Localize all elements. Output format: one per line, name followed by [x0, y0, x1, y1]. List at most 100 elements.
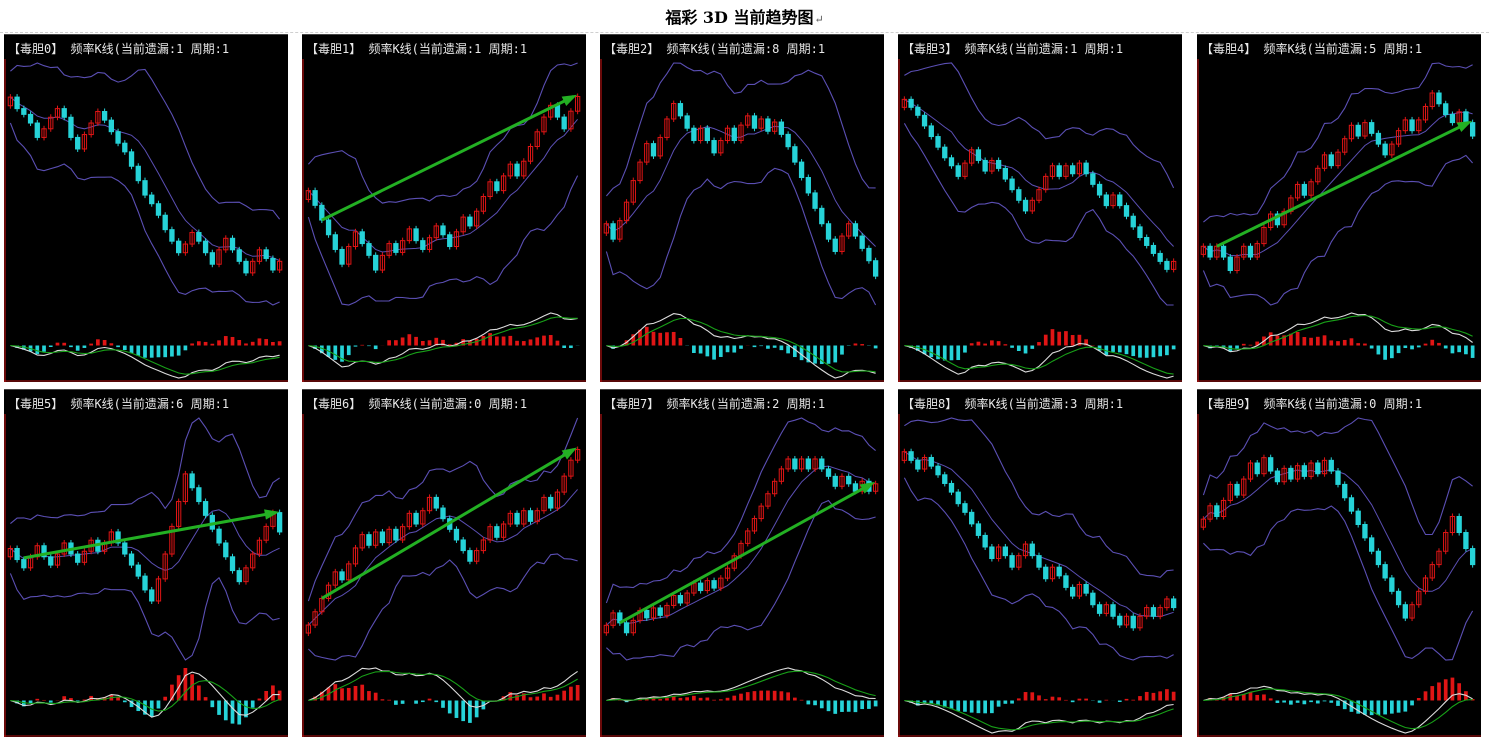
candle	[1170, 598, 1177, 609]
candle	[406, 512, 412, 528]
candle	[1443, 103, 1449, 116]
candle	[1029, 543, 1035, 557]
panel-name: 【毒胆2】	[604, 42, 660, 56]
candle	[1164, 598, 1170, 609]
candle	[1009, 178, 1015, 191]
panel-name: 【毒胆4】	[1201, 42, 1257, 56]
panel-prefix: 频率K线(当前遗漏:	[957, 397, 1071, 411]
candle	[1281, 210, 1287, 226]
macd-dea-line	[1203, 314, 1473, 350]
candle	[1362, 122, 1368, 137]
candle	[182, 473, 189, 503]
macd-dea-line	[10, 344, 280, 375]
candle	[995, 546, 1002, 560]
candle	[514, 163, 520, 177]
candle	[426, 237, 433, 250]
lower-band	[1203, 505, 1474, 661]
candle	[480, 539, 487, 552]
candle	[541, 116, 547, 133]
candle	[128, 553, 135, 566]
panel-period: 周期:1	[481, 397, 528, 411]
candlestick-chart	[302, 414, 586, 737]
candle	[1200, 518, 1207, 528]
candle	[325, 219, 332, 236]
candle	[724, 567, 731, 579]
candle	[765, 118, 771, 132]
candle	[657, 607, 663, 616]
candle	[319, 204, 325, 221]
candle	[270, 257, 276, 271]
candle	[534, 131, 540, 148]
lower-band	[9, 122, 280, 306]
candle	[474, 550, 480, 562]
candle	[969, 511, 975, 525]
candle	[305, 190, 312, 200]
candle	[812, 192, 818, 209]
upper-band	[605, 417, 876, 604]
candle	[21, 108, 27, 115]
candle	[928, 125, 934, 138]
candlestick-chart	[600, 414, 884, 737]
upper-band	[10, 62, 281, 220]
candle	[852, 223, 859, 237]
candle	[276, 260, 283, 271]
lower-band	[606, 499, 876, 661]
candle	[677, 595, 684, 604]
candle	[1429, 564, 1435, 579]
candle	[697, 582, 704, 592]
trend-panel: 【毒胆5】 频率K线(当前遗漏:6 周期:1	[4, 389, 288, 737]
candle	[332, 234, 338, 250]
candle	[798, 161, 805, 179]
panel-name: 【毒胆3】	[902, 42, 958, 56]
candle	[527, 510, 534, 522]
macd-dif-line	[10, 344, 280, 379]
macd-dea-line	[308, 316, 578, 363]
candle	[1241, 245, 1247, 258]
candle	[162, 214, 168, 231]
candle	[359, 231, 365, 245]
upper-band	[1202, 417, 1473, 536]
lower-band	[903, 477, 1174, 661]
candle	[1268, 457, 1274, 472]
candle	[500, 523, 507, 538]
macd-dif-line	[308, 667, 578, 708]
candle	[568, 110, 574, 130]
candle	[379, 531, 386, 544]
candle	[1328, 459, 1334, 472]
candle	[276, 512, 283, 533]
candle	[420, 510, 426, 525]
candle	[346, 563, 352, 581]
candle	[1070, 165, 1076, 175]
candle	[785, 133, 791, 148]
candle	[568, 459, 574, 477]
candle	[1234, 483, 1240, 496]
trend-arrow-head	[1456, 120, 1473, 133]
candle	[1043, 175, 1049, 191]
candle	[68, 116, 74, 138]
candle	[921, 114, 928, 127]
candle	[1164, 260, 1170, 270]
candle	[677, 103, 684, 117]
panel-title: 【毒胆1】 频率K线(当前遗漏:1 周期:1	[306, 40, 527, 56]
candle	[1043, 566, 1049, 580]
macd-dea-line	[10, 680, 280, 712]
candle	[263, 249, 269, 259]
candle	[1449, 515, 1456, 534]
candle	[48, 116, 54, 130]
candle	[825, 468, 832, 477]
panel-name: 【毒胆9】	[1201, 397, 1257, 411]
lower-band	[605, 167, 877, 306]
panel-title: 【毒胆5】 频率K线(当前遗漏:6 周期:1	[8, 395, 229, 411]
candle	[671, 103, 677, 120]
candle	[393, 528, 399, 541]
macd-dif-line	[606, 667, 876, 702]
candle	[1416, 590, 1422, 606]
candle	[805, 177, 811, 194]
candle	[1123, 205, 1130, 217]
candlestick-chart	[600, 59, 884, 382]
candle	[406, 228, 412, 242]
macd-dea-line	[606, 670, 876, 702]
candle	[115, 531, 121, 544]
candle	[1261, 226, 1267, 245]
upper-band	[605, 62, 876, 197]
